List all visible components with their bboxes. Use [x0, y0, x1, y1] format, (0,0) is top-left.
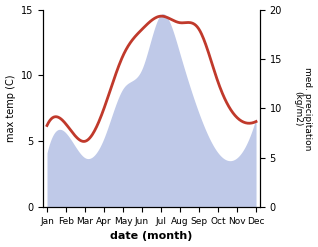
Y-axis label: med. precipitation
(kg/m2): med. precipitation (kg/m2) [293, 67, 313, 150]
X-axis label: date (month): date (month) [110, 231, 193, 242]
Y-axis label: max temp (C): max temp (C) [5, 75, 16, 142]
